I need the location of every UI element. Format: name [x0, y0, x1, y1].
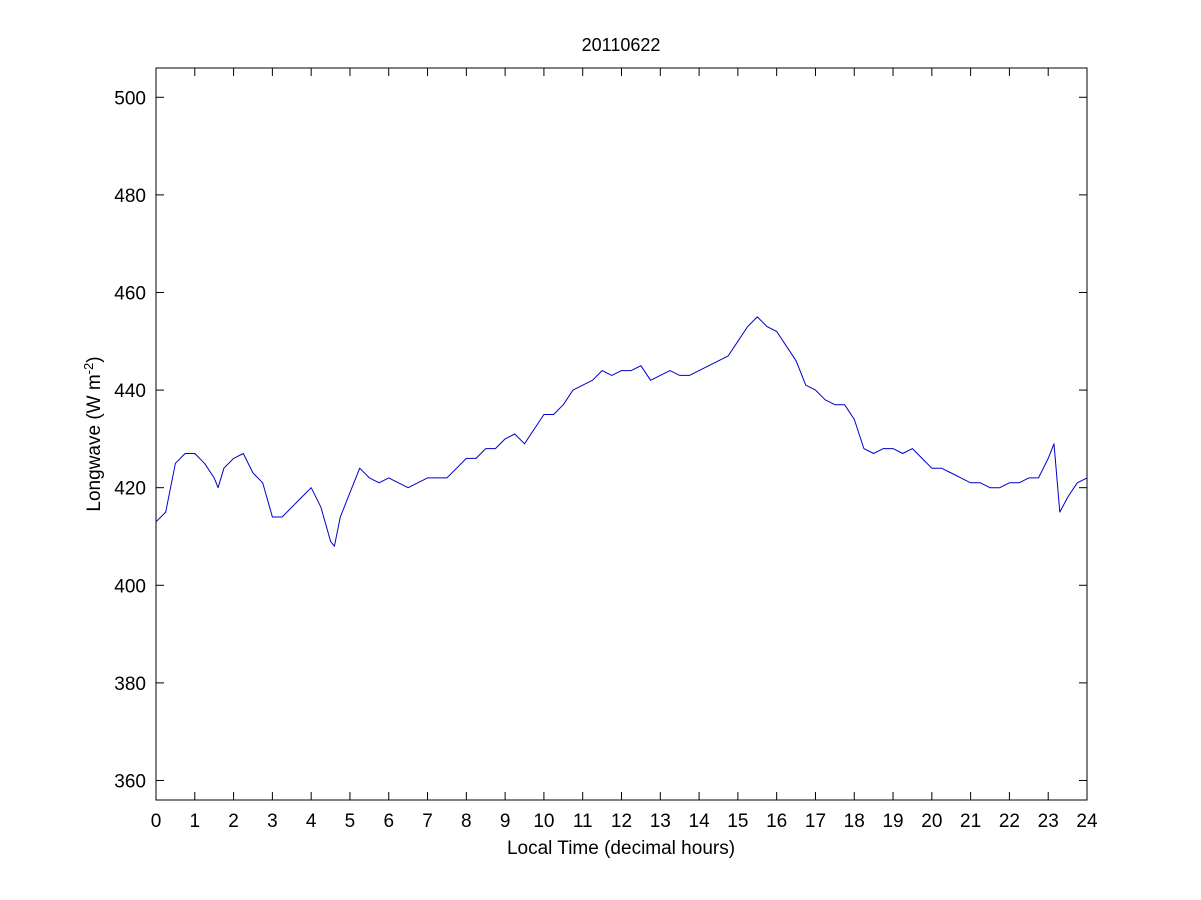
series-line-0	[155, 316, 1088, 547]
axis-ticks: 0 1 2 3 4 5 6 7 8 9 10 11 12 13 14 15 16 17 18 19 20 21 22 23 24…	[114, 68, 1098, 832]
x-tick-label: 17	[805, 811, 826, 832]
x-axis-label: Local Time (decimal hours)	[507, 838, 735, 859]
x-tick-label: 19	[882, 811, 903, 832]
x-tick-label: 1	[190, 811, 201, 832]
x-tick-label: 23	[1038, 811, 1059, 832]
y-axis-label-main: Longwave (W m	[84, 374, 105, 511]
plot-frame	[155, 67, 1088, 801]
x-tick-label: 24	[1076, 811, 1098, 832]
x-tick-label: 21	[960, 811, 981, 832]
x-tick-label: 22	[999, 811, 1020, 832]
y-tick-label: 460	[114, 283, 146, 304]
x-tick-label: 0	[151, 811, 162, 832]
x-tick-label: 12	[611, 811, 632, 832]
x-tick-label: 8	[461, 811, 472, 832]
x-tick-label: 13	[650, 811, 671, 832]
x-tick-label: 15	[727, 811, 748, 832]
data-layer	[155, 316, 1088, 547]
y-tick-label: 400	[114, 576, 146, 597]
x-tick-label: 18	[844, 811, 865, 832]
x-tick-label: 20	[921, 811, 942, 832]
x-tick-label: 4	[306, 811, 317, 832]
y-axis-label-close: )	[84, 356, 105, 362]
x-tick-label: 10	[533, 811, 554, 832]
x-tick-label: 16	[766, 811, 787, 832]
chart-title: 20110622	[582, 35, 661, 55]
y-tick-label: 380	[114, 674, 146, 695]
y-tick-label: 420	[114, 479, 146, 500]
y-axis-label: Longwave (W m-2)	[81, 356, 105, 511]
x-tick-label: 7	[422, 811, 433, 832]
x-tick-label: 14	[689, 811, 711, 832]
x-tick-label: 3	[267, 811, 278, 832]
x-tick-label: 2	[228, 811, 239, 832]
x-tick-label: 5	[345, 811, 356, 832]
y-tick-label: 360	[114, 771, 146, 792]
y-tick-label: 480	[114, 186, 146, 207]
y-axis-label-superscript: -2	[81, 363, 96, 375]
x-tick-label: 11	[573, 811, 593, 832]
y-tick-label: 500	[114, 88, 146, 109]
x-tick-label: 9	[500, 811, 511, 832]
x-tick-label: 6	[383, 811, 394, 832]
y-tick-label: 440	[114, 381, 146, 402]
